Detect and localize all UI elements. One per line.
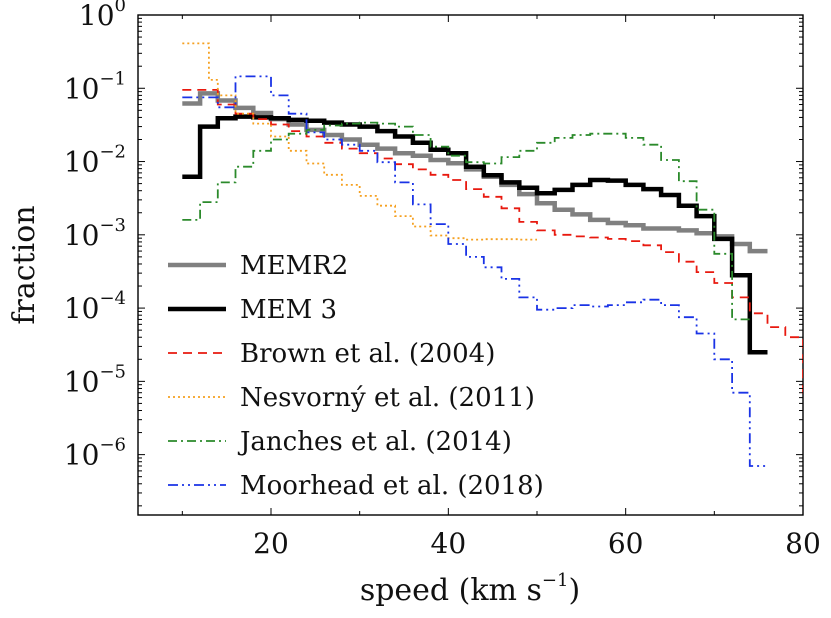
x-tick-label: 60 xyxy=(608,527,644,560)
legend-label-1: MEMR2 xyxy=(240,251,348,281)
y-tick-label: 10−5 xyxy=(64,361,126,398)
x-axis-title-close: ) xyxy=(568,573,580,608)
x-tick-label: 80 xyxy=(785,527,821,560)
legend: MEMR2 MEM 3 Brown et al. (2004) Nesvorný et… xyxy=(168,251,544,501)
y-tick-label: 10−1 xyxy=(64,68,126,105)
x-axis-title-base: speed (km s xyxy=(360,573,542,608)
plot-area-border xyxy=(137,14,804,516)
y-tick-label: 10−2 xyxy=(64,142,126,179)
series-line-4 xyxy=(182,42,537,241)
legend-label-6: Moorhead et al. (2018) xyxy=(240,471,544,501)
series-line-5 xyxy=(182,121,750,321)
series-line-3 xyxy=(182,89,803,394)
legend-label-3: Brown et al. (2004) xyxy=(240,339,495,369)
series-line-2 xyxy=(182,114,768,355)
x-axis-title-exponent: −1 xyxy=(542,570,569,591)
y-tick-label: 10−3 xyxy=(64,215,126,252)
y-tick-label: 10−6 xyxy=(64,435,126,472)
y-tick-label: 10−4 xyxy=(64,288,126,325)
legend-label-2: MEM 3 xyxy=(240,295,337,325)
series-group xyxy=(182,42,803,467)
y-axis-title: fraction xyxy=(7,205,42,324)
y-tick-labels: 100 10−1 10−2 10−3 10−4 10−5 10−6 xyxy=(64,0,126,472)
y-tick-label: 100 xyxy=(79,0,126,32)
x-tick-label: 20 xyxy=(253,527,289,560)
x-tick-label: 40 xyxy=(431,527,467,560)
legend-label-5: Janches et al. (2014) xyxy=(237,427,512,457)
x-tick-labels: 20 40 60 80 xyxy=(253,527,821,560)
tick-marks xyxy=(138,14,804,515)
x-axis-title: speed (km s−1) xyxy=(360,570,580,608)
legend-label-4: Nesvorný et al. (2011) xyxy=(240,383,535,413)
series-line-6 xyxy=(182,75,768,467)
plot-frame xyxy=(137,14,804,516)
